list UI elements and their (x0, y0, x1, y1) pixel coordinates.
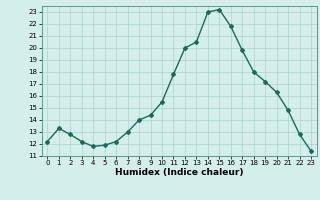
X-axis label: Humidex (Indice chaleur): Humidex (Indice chaleur) (115, 168, 244, 177)
